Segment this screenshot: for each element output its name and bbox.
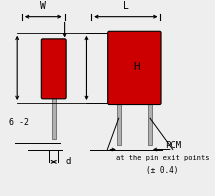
FancyBboxPatch shape [108, 31, 161, 104]
FancyBboxPatch shape [41, 39, 66, 99]
Text: (± 0.4): (± 0.4) [146, 166, 178, 175]
Text: H: H [133, 62, 140, 72]
Text: PCM: PCM [165, 141, 181, 150]
Bar [52, 97, 56, 139]
Bar [148, 103, 152, 145]
Text: 6 -2: 6 -2 [9, 118, 29, 127]
Text: L: L [123, 1, 129, 11]
Text: d: d [66, 157, 71, 166]
Text: W: W [40, 1, 46, 11]
Bar [117, 103, 121, 145]
Text: at the pin exit points: at the pin exit points [116, 155, 209, 161]
